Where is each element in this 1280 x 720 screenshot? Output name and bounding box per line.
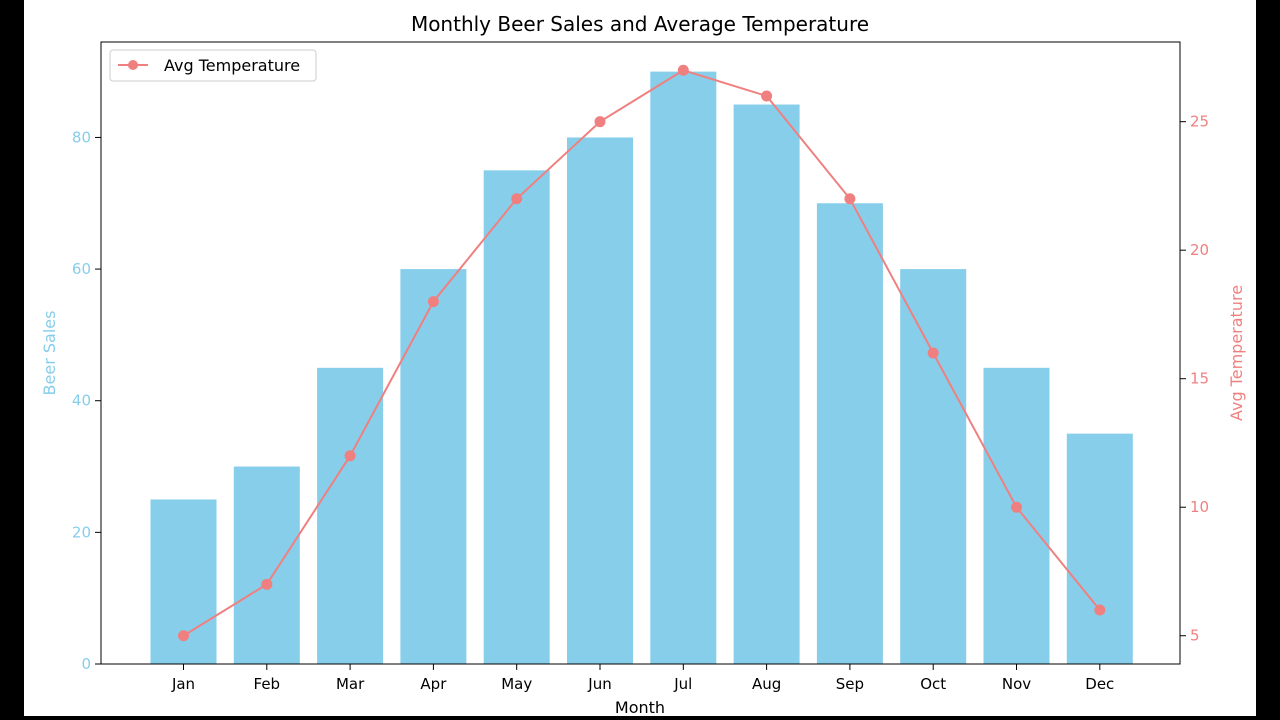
temperature-point-sep [844,193,856,205]
x-axis: Jan Feb Mar Apr May Jun Jul Aug Sep Oct Nov Dec [171,664,1114,693]
y-left-tick-label-0: 0 [81,655,91,673]
temperature-point-mar [344,450,356,462]
x-tick-label-oct: Oct [920,675,946,693]
x-tick-label-aug: Aug [752,675,781,693]
x-tick-label-jul: Jul [673,675,692,693]
temperature-point-aug [761,90,773,102]
x-axis-label: Month [615,698,665,716]
bar-feb [233,466,300,664]
y-axis-right-label: Avg Temperature [1227,285,1246,421]
x-tick-label-feb: Feb [254,675,281,693]
y-left-tick-label-80: 80 [72,128,91,146]
line-series [178,64,1106,642]
x-tick-label-jan: Jan [171,675,195,693]
bar-oct [900,269,967,664]
x-tick-label-may: May [501,675,532,693]
y-right-tick-label-10: 10 [1190,498,1209,516]
chart-canvas: Monthly Beer Sales and Average Temperatu… [24,0,1256,717]
temperature-point-nov [1011,501,1022,513]
y-axis-right: 5 10 15 20 25 [1180,113,1209,645]
x-tick-label-sep: Sep [836,675,864,693]
bar-may [483,170,550,664]
temperature-point-may [511,193,523,205]
x-tick-label-apr: Apr [420,675,447,693]
legend: Avg Temperature [109,49,317,82]
y-right-tick-label-25: 25 [1190,113,1209,131]
bar-aug [733,104,800,664]
y-axis-left: 0 20 40 60 80 [72,128,101,673]
legend-entry-avg-temperature: Avg Temperature [164,56,300,75]
temperature-point-jul [677,64,689,76]
y-left-tick-label-40: 40 [72,392,91,410]
chart-title: Monthly Beer Sales and Average Temperatu… [411,12,869,36]
legend-box [109,49,317,82]
bar-jul [650,71,717,665]
legend-marker-swatch [128,60,138,70]
temperature-point-apr [427,296,439,308]
bar-series [150,71,1133,665]
y-right-tick-label-15: 15 [1190,370,1209,388]
y-left-tick-label-20: 20 [72,523,91,541]
bar-sep [816,203,883,664]
temperature-point-jan [178,630,189,642]
y-right-tick-label-5: 5 [1190,627,1200,645]
x-tick-label-mar: Mar [336,675,365,693]
x-tick-label-nov: Nov [1002,675,1031,693]
bar-nov [983,367,1050,664]
y-left-tick-label-60: 60 [72,260,91,278]
bar-dec [1066,433,1133,664]
dual-axis-chart: Monthly Beer Sales and Average Temperatu… [40,12,1246,717]
y-right-tick-label-20: 20 [1190,241,1209,259]
bar-jun [567,137,633,664]
x-tick-label-dec: Dec [1085,675,1114,693]
y-axis-left-label: Beer Sales [40,311,59,396]
plot-frame [100,41,1181,665]
temperature-line [182,69,1101,637]
temperature-point-jun [594,116,606,128]
temperature-point-feb [261,578,273,590]
bar-apr [400,269,467,664]
temperature-point-oct [927,347,939,359]
temperature-point-dec [1094,604,1106,616]
x-tick-label-jun: Jun [587,675,611,693]
